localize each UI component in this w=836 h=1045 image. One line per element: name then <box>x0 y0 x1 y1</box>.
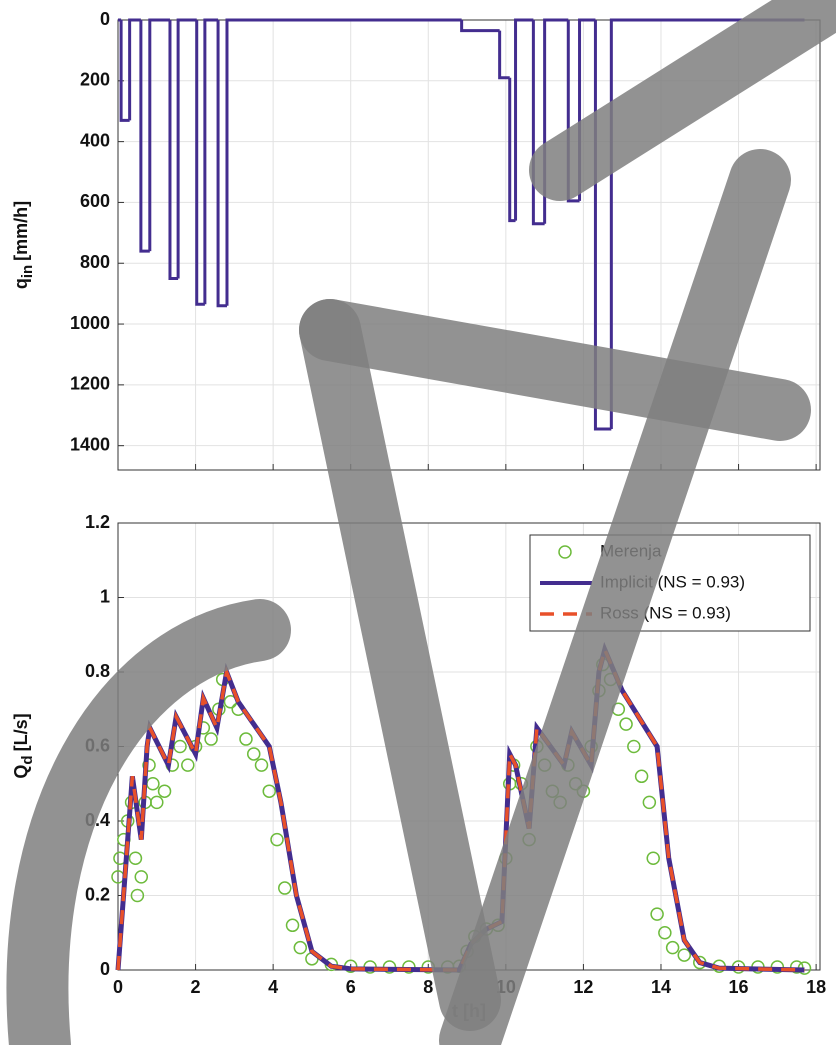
step-segment <box>195 20 205 306</box>
step-segment <box>203 18 219 305</box>
y-tick-label: 1000 <box>70 313 110 333</box>
x-tick-label: 6 <box>346 977 356 997</box>
x-tick-label: 8 <box>423 977 433 997</box>
y-tick-label: 0 <box>100 9 110 29</box>
axes-box <box>117 19 821 471</box>
step-segment <box>139 20 150 253</box>
step-segment <box>148 18 170 252</box>
step-segment <box>225 18 462 306</box>
x-tick-label: 0 <box>113 977 123 997</box>
step-segment <box>168 20 179 280</box>
measurement-point <box>181 758 195 772</box>
y-tick-label: 1.2 <box>85 512 110 532</box>
y-label-unit: [L/s] <box>11 713 31 751</box>
y-tick-label: 1200 <box>70 374 110 394</box>
measurement-point <box>650 907 664 921</box>
measurement-point <box>130 888 145 903</box>
y-tick-label: 0.2 <box>85 884 110 904</box>
step-segment <box>498 30 510 80</box>
measurement-point <box>619 717 633 731</box>
measurement-point <box>285 918 300 933</box>
measurement-point <box>634 769 649 784</box>
step-segment <box>128 18 141 121</box>
step-segment <box>531 20 545 226</box>
measurement-point <box>128 851 143 865</box>
y-label-sub: in <box>19 265 36 278</box>
x-tick-label: 16 <box>729 977 749 997</box>
x-tick-label: 12 <box>573 977 593 997</box>
step-segment <box>460 20 500 33</box>
y-axis-label: qin [mm/h] <box>11 201 36 289</box>
measurement-point <box>646 851 660 865</box>
x-tick-label: 18 <box>806 977 826 997</box>
measurement-point <box>239 732 253 746</box>
measurement-point <box>270 832 284 847</box>
measurement-point <box>173 739 187 754</box>
measurement-point <box>278 881 292 895</box>
step-segment <box>508 77 516 223</box>
y-tick-label: 1400 <box>70 434 110 454</box>
x-tick-label: 4 <box>268 977 278 997</box>
y-label-sub: d <box>19 755 36 764</box>
y-axis-label: Qd [L/s] <box>11 713 36 778</box>
step-segment <box>566 20 580 203</box>
measurement-point <box>142 758 156 772</box>
y-tick-label: 0.8 <box>85 661 110 681</box>
measurement-point <box>204 732 218 746</box>
legend-marker <box>558 545 572 559</box>
step-segment <box>176 18 197 279</box>
step-segment <box>514 18 534 221</box>
measurement-point <box>254 758 269 772</box>
watermark <box>529 0 836 201</box>
measurement-point <box>642 795 657 810</box>
y-tick-label: 1 <box>100 586 110 606</box>
measurement-point <box>789 960 804 974</box>
measurement-point <box>134 870 149 884</box>
measurement-point <box>157 784 172 798</box>
measurement-point <box>677 948 692 962</box>
watermark <box>439 149 791 1045</box>
measurement-point <box>293 940 308 955</box>
y-tick-label: 600 <box>80 191 110 211</box>
watermark <box>299 299 501 1031</box>
measurement-point <box>150 795 164 810</box>
y-tick-label: 800 <box>80 252 110 272</box>
watermark <box>6 599 291 1045</box>
step-segment <box>216 20 227 308</box>
y-tick-label: 0 <box>100 959 110 979</box>
measurement-point <box>627 739 641 754</box>
measurement-point <box>246 747 261 761</box>
y-label-main: q <box>11 278 31 289</box>
measurement-point <box>665 940 680 955</box>
x-tick-label: 2 <box>191 977 201 997</box>
y-tick-label: 400 <box>80 130 110 150</box>
y-label-main: Q <box>11 765 31 779</box>
measurement-point <box>262 784 277 798</box>
y-label-unit: [mm/h] <box>11 201 31 261</box>
step-segment <box>119 20 130 122</box>
x-tick-label: 14 <box>651 977 671 997</box>
measurement-point <box>658 926 672 940</box>
y-tick-label: 200 <box>80 70 110 90</box>
